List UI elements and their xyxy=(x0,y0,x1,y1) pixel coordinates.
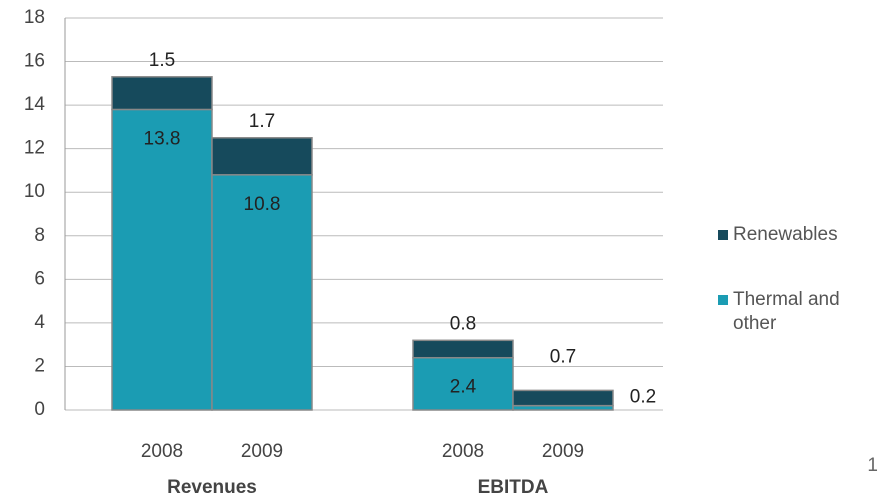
x-tick-label: 2008 xyxy=(442,441,484,462)
bar-segment xyxy=(211,174,313,411)
group-label: EBITDA xyxy=(478,477,549,498)
legend-swatch xyxy=(718,295,728,305)
data-label: 0.8 xyxy=(450,313,476,334)
y-tick-label: 18 xyxy=(24,7,45,28)
bar-segment xyxy=(111,108,213,411)
x-tick-label: 2008 xyxy=(141,441,183,462)
y-tick-label: 16 xyxy=(24,51,45,72)
bar-segment xyxy=(412,339,514,359)
bar-segment xyxy=(412,356,514,411)
y-tick-label: 10 xyxy=(24,181,45,202)
bar-segment xyxy=(211,137,313,176)
y-tick-label: 6 xyxy=(34,268,45,289)
data-label: 10.8 xyxy=(244,194,281,215)
page-number: 1 xyxy=(867,455,878,476)
legend-label: Thermal and other xyxy=(733,289,840,334)
data-label: 0.2 xyxy=(630,387,656,408)
y-tick-label: 0 xyxy=(34,399,45,420)
data-label: 13.8 xyxy=(144,128,181,149)
bar-segment xyxy=(111,76,213,111)
y-tick-label: 8 xyxy=(34,225,45,246)
y-tick-label: 4 xyxy=(34,312,45,333)
data-label: 1.7 xyxy=(249,111,275,132)
legend-swatch xyxy=(718,230,728,240)
bar-segment xyxy=(512,389,614,407)
legend-label: Renewables xyxy=(733,224,838,245)
data-label: 1.5 xyxy=(149,50,175,71)
y-tick-label: 12 xyxy=(24,138,45,159)
y-tick-label: 14 xyxy=(24,94,46,115)
data-label: 0.7 xyxy=(550,346,576,367)
x-tick-label: 2009 xyxy=(542,441,584,462)
group-label: Revenues xyxy=(167,477,257,498)
data-label: 2.4 xyxy=(450,377,477,398)
y-tick-label: 2 xyxy=(34,355,45,376)
x-tick-label: 2009 xyxy=(241,441,283,462)
